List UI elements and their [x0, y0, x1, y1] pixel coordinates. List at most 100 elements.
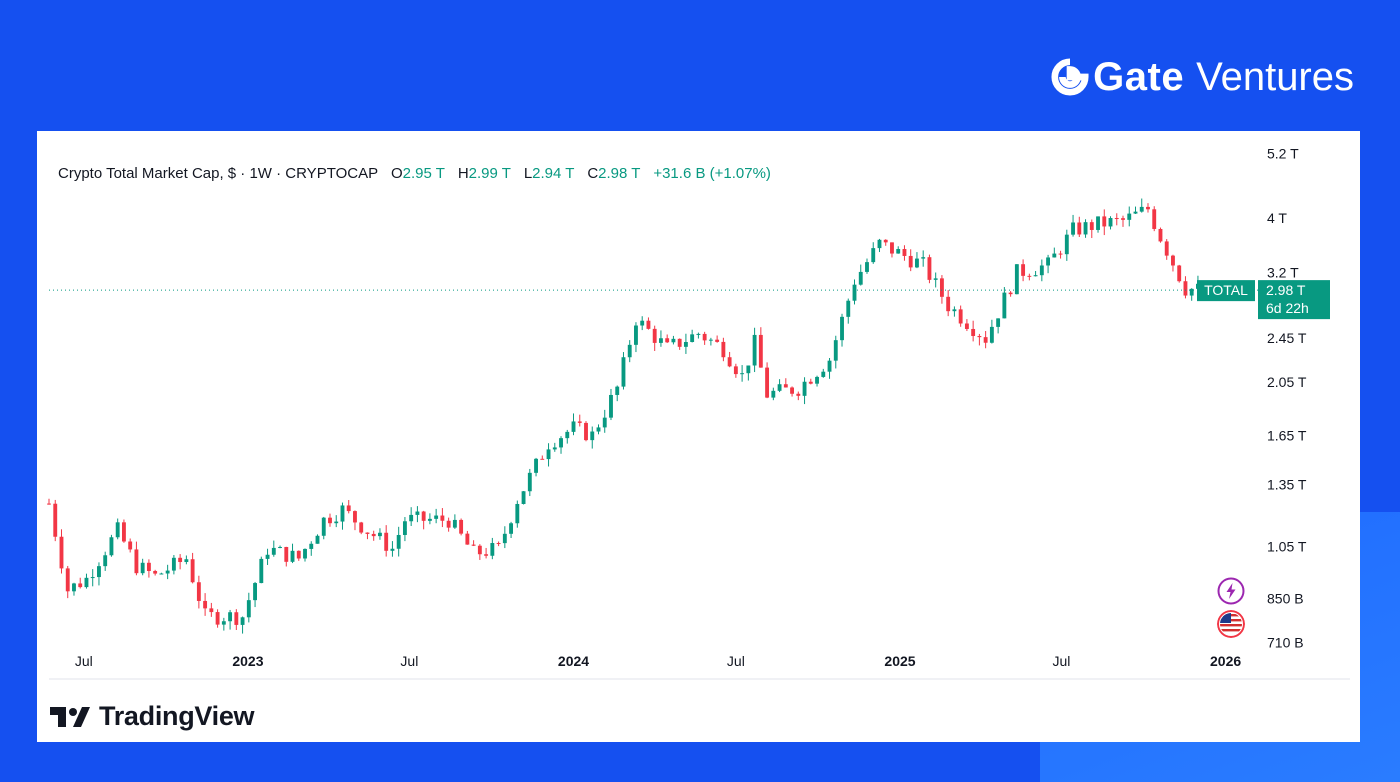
- candle-body: [178, 557, 183, 563]
- change-value: +31.6 B (+1.07%): [653, 165, 771, 182]
- candle-body: [933, 278, 938, 280]
- candle-body: [490, 543, 495, 556]
- candle-body: [153, 570, 158, 574]
- us-flag-icon[interactable]: [1217, 610, 1245, 638]
- candle-body: [977, 335, 982, 338]
- candle-body: [446, 520, 451, 528]
- low-label: L: [523, 165, 533, 182]
- candle-body: [771, 390, 776, 398]
- candle-body: [715, 339, 720, 342]
- candle-body: [908, 255, 913, 268]
- candle-body: [171, 557, 176, 571]
- candle-body: [958, 309, 963, 324]
- candle-body: [484, 554, 489, 556]
- candle-body: [1052, 253, 1057, 258]
- candle-body: [190, 559, 195, 583]
- lightning-icon[interactable]: [1217, 577, 1245, 605]
- candle-body: [128, 541, 133, 550]
- candle-body: [746, 365, 751, 374]
- candle-body: [90, 577, 95, 579]
- candle-body: [265, 554, 270, 559]
- candle-body: [146, 562, 151, 571]
- x-tick-label: 2024: [558, 653, 589, 669]
- candle-body: [996, 318, 1001, 327]
- candle-body: [808, 381, 813, 384]
- candle-body: [165, 570, 170, 574]
- symbol-tag-label: TOTAL: [1204, 282, 1248, 298]
- candle-body: [47, 503, 51, 505]
- candle-body: [1021, 264, 1026, 276]
- candle-body: [534, 458, 538, 473]
- candle-body: [103, 555, 108, 567]
- candle-body: [1127, 213, 1132, 220]
- candle-body: [658, 338, 663, 343]
- candle-body: [671, 338, 676, 343]
- candle-body: [1077, 222, 1082, 235]
- candle-body: [708, 339, 713, 341]
- candle-body: [590, 431, 595, 441]
- candle-body: [621, 357, 626, 387]
- candle-body: [515, 503, 520, 524]
- y-tick-label: 5.2 T: [1267, 145, 1299, 161]
- symbol-tag: [1197, 280, 1255, 302]
- candle-body: [871, 248, 876, 263]
- candle-body: [1014, 264, 1019, 295]
- chart-header: Crypto Total Market Cap, $ · 1W · CRYPTO…: [58, 165, 771, 182]
- candle-body: [240, 617, 245, 625]
- candle-body: [1121, 218, 1125, 220]
- candle-body: [596, 427, 601, 432]
- chart-title: Crypto Total Market Cap, $ · 1W · CRYPTO…: [58, 165, 378, 182]
- candle-body: [365, 532, 370, 534]
- price-tag-countdown: 6d 22h: [1266, 300, 1309, 316]
- candle-body: [1152, 209, 1157, 229]
- y-tick-label: 1.65 T: [1267, 427, 1307, 443]
- candle-body: [971, 328, 976, 336]
- candle-body: [615, 386, 620, 395]
- candle-body: [209, 608, 214, 613]
- candle-body: [815, 376, 819, 384]
- candle-body: [915, 258, 919, 268]
- candle-body: [802, 381, 807, 396]
- candlestick-chart[interactable]: 5.2 T 4 T 3.2 T 2.45 T 2.05 T 1.65 T 1.35 T 1.0…: [37, 131, 1360, 742]
- high-value: 2.99 T: [468, 165, 511, 182]
- price-tag: [1258, 280, 1330, 320]
- candle-body: [496, 543, 501, 545]
- x-tick-label: 2023: [232, 653, 263, 669]
- candle-body: [371, 533, 376, 537]
- candle-body: [652, 328, 657, 343]
- candle-body: [78, 583, 83, 588]
- candle-body: [184, 559, 189, 563]
- candle-body: [459, 519, 464, 534]
- candle-body: [378, 532, 382, 537]
- candle-body: [396, 534, 401, 549]
- candle-body: [1071, 222, 1075, 235]
- candle-body: [552, 447, 557, 450]
- candle-body: [1083, 222, 1088, 235]
- candle-body: [228, 612, 233, 622]
- x-tick-label: Jul: [75, 653, 93, 669]
- candle-body: [284, 546, 289, 562]
- candle-body: [952, 309, 957, 312]
- price-tag-value: 2.98 T: [1266, 282, 1306, 298]
- candle-body: [502, 533, 507, 544]
- chart-card: 5.2 T 4 T 3.2 T 2.45 T 2.05 T 1.65 T 1.35 T 1.0…: [37, 131, 1360, 742]
- y-tick-label: 4 T: [1267, 210, 1287, 226]
- candle-body: [1096, 216, 1100, 230]
- candle-body: [409, 514, 414, 522]
- candle-body: [390, 548, 395, 551]
- candle-body: [340, 505, 345, 522]
- candle-body: [271, 547, 276, 555]
- candle-body: [883, 239, 888, 243]
- candle-body: [758, 334, 763, 368]
- brand-name-gate: Gate: [1093, 54, 1185, 99]
- y-tick-label: 1.35 T: [1267, 477, 1307, 493]
- candle-body: [140, 562, 145, 574]
- candle-body: [296, 550, 301, 559]
- candle-body: [840, 316, 844, 341]
- candle-body: [1183, 281, 1188, 296]
- y-tick-label: 850 B: [1267, 590, 1304, 606]
- candle-body: [865, 262, 869, 272]
- candle-body: [890, 242, 894, 254]
- y-tick-label: 2.05 T: [1267, 374, 1307, 390]
- candle-body: [896, 249, 901, 254]
